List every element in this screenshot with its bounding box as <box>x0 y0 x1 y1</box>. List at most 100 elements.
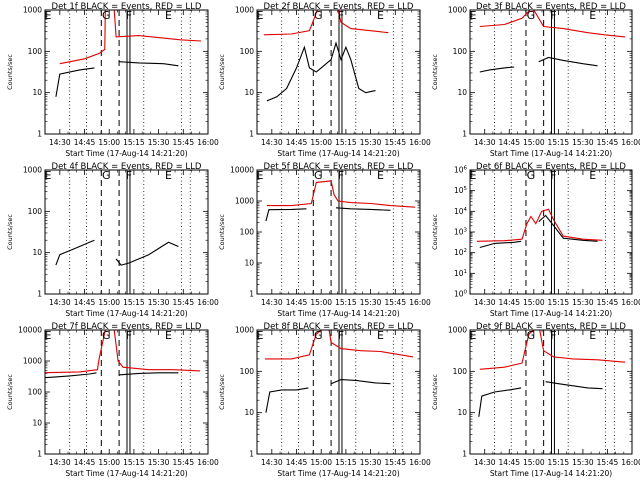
x-tick-label: 15:15 <box>123 458 145 467</box>
event-marker-label: F <box>338 9 344 22</box>
x-tick-label: 15:00 <box>310 458 332 467</box>
y-tick-label: 1 <box>37 290 42 299</box>
plot-frame <box>469 329 633 455</box>
y-axis-label: Counts/sec <box>431 54 439 90</box>
plot-frame <box>256 9 421 135</box>
plot-frame <box>469 169 633 295</box>
y-tick-label: 10 <box>244 259 254 268</box>
y-axis-label: Counts/sec <box>218 214 226 250</box>
x-tick-label: 14:30 <box>49 298 71 307</box>
y-tick-label: 1 <box>249 450 254 459</box>
panel-title: Det 4f BLACK = Events, RED = LLD <box>52 162 202 172</box>
panel-title: Det 5f BLACK = Events, RED = LLD <box>264 162 414 172</box>
x-tick-label: 14:45 <box>286 458 308 467</box>
events-series-line <box>55 239 95 266</box>
x-tick-label: 15:15 <box>548 138 570 147</box>
x-tick-label: 14:30 <box>49 458 71 467</box>
event-marker-label: E <box>44 9 51 22</box>
lld-series-line <box>45 330 201 374</box>
event-marker-label: G <box>102 169 111 182</box>
x-tick-label: 16:00 <box>621 458 640 467</box>
y-axis-label: Counts/sec <box>431 374 439 410</box>
lld-series-line <box>263 10 389 36</box>
panel-title: Det 1f BLACK = Events, RED = LLD <box>52 2 202 12</box>
x-tick-label: 15:45 <box>172 458 194 467</box>
x-tick-label: 14:30 <box>261 458 283 467</box>
lld-series-line <box>59 10 202 65</box>
event-marker-label: E <box>589 169 596 182</box>
x-tick-label: 14:45 <box>498 298 520 307</box>
x-tick-label: 14:30 <box>474 458 496 467</box>
x-tick-label: 14:45 <box>286 298 308 307</box>
event-marker-label: E <box>377 169 384 182</box>
y-tick-label: 100 <box>28 207 43 216</box>
x-tick-label: 15:30 <box>148 138 170 147</box>
x-tick-label: 15:15 <box>335 138 357 147</box>
y-tick-label: 106 <box>454 166 468 175</box>
event-marker-label: E <box>165 169 172 182</box>
event-marker-label: F <box>338 329 344 342</box>
events-series-line <box>266 41 376 102</box>
x-tick-label: 15:15 <box>335 298 357 307</box>
y-tick-label: 10000 <box>230 166 254 175</box>
detector-panel: Det 1f BLACK = Events, RED = LLD Counts/s… <box>6 2 219 158</box>
y-tick-label: 100 <box>453 47 468 56</box>
event-marker-label: E <box>165 329 172 342</box>
y-tick-label: 100 <box>240 228 255 237</box>
x-tick-label: 14:45 <box>498 138 520 147</box>
event-marker-label: G <box>527 329 536 342</box>
y-tick-label: 10 <box>32 419 42 428</box>
lld-series-line <box>479 330 626 370</box>
x-axis-label: Start Time (17-Aug-14 14:21:20) <box>490 469 612 478</box>
x-tick-label: 15:15 <box>123 298 145 307</box>
y-tick-label: 1 <box>37 130 42 139</box>
x-tick-label: 16:00 <box>197 298 219 307</box>
events-series-line <box>265 387 309 413</box>
y-tick-label: 1 <box>37 450 42 459</box>
x-axis-label: Start Time (17-Aug-14 14:21:20) <box>490 149 612 158</box>
x-tick-label: 15:00 <box>523 298 545 307</box>
y-tick-label: 105 <box>454 186 468 195</box>
x-axis-label: Start Time (17-Aug-14 14:21:20) <box>65 469 187 478</box>
event-marker-label: E <box>469 329 476 342</box>
event-marker-label: F <box>338 169 344 182</box>
panel-title: Det 7f BLACK = Events, RED = LLD <box>52 322 202 332</box>
y-tick-label: 1 <box>462 450 467 459</box>
y-tick-label: 10 <box>244 88 254 97</box>
lld-series-line <box>476 208 603 242</box>
y-tick-label: 10 <box>32 88 42 97</box>
plot-frame <box>256 329 421 455</box>
y-axis-label: Counts/sec <box>218 54 226 90</box>
events-series-line <box>478 387 522 417</box>
events-series-line <box>479 240 522 249</box>
x-tick-label: 14:45 <box>74 298 96 307</box>
y-tick-label: 1 <box>249 130 254 139</box>
y-tick-label: 1000 <box>448 326 467 335</box>
lld-series-line <box>264 330 414 360</box>
y-tick-label: 1000 <box>235 326 254 335</box>
y-tick-label: 100 <box>454 290 468 299</box>
detector-panel: Det 3f BLACK = Events, RED = LLD Counts/s… <box>431 2 640 158</box>
x-tick-label: 16:00 <box>409 138 431 147</box>
event-marker-label: E <box>377 9 384 22</box>
y-tick-label: 104 <box>454 207 468 216</box>
x-axis-label: Start Time (17-Aug-14 14:21:20) <box>65 149 187 158</box>
x-tick-label: 15:00 <box>310 298 332 307</box>
x-tick-label: 15:15 <box>548 458 570 467</box>
y-tick-label: 1000 <box>448 6 467 15</box>
x-tick-label: 14:45 <box>74 458 96 467</box>
x-tick-label: 15:30 <box>572 298 594 307</box>
detector-panel: Det 7f BLACK = Events, RED = LLD Counts/s… <box>6 322 219 478</box>
y-axis-label: Counts/sec <box>6 374 14 410</box>
x-tick-label: 15:30 <box>360 298 382 307</box>
y-tick-label: 100 <box>28 388 43 397</box>
y-axis-label: Counts/sec <box>218 374 226 410</box>
x-tick-label: 15:00 <box>310 138 332 147</box>
event-marker-label: E <box>44 169 51 182</box>
x-tick-label: 14:30 <box>474 138 496 147</box>
x-tick-label: 15:00 <box>98 138 120 147</box>
events-series-line <box>538 214 598 242</box>
event-marker-label: E <box>377 329 384 342</box>
detector-panel: Det 5f BLACK = Events, RED = LLD Counts/s… <box>218 162 431 318</box>
y-tick-label: 103 <box>454 228 468 237</box>
